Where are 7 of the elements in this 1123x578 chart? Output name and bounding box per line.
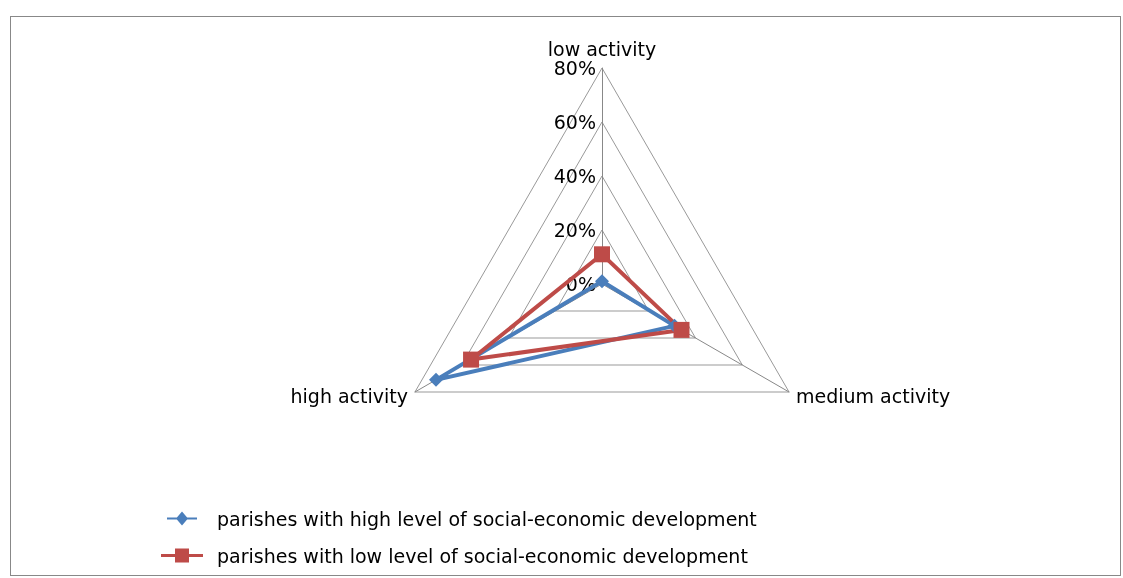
y-tick-label: 20% [553, 219, 596, 241]
y-tick-label: 60% [553, 111, 596, 133]
spoke-label: high activity [290, 385, 409, 407]
legend-label: parishes with low level of social-economic development [217, 544, 748, 567]
y-tick-label: 40% [553, 165, 596, 187]
legend-label: parishes with high level of social-economic development [217, 507, 757, 530]
spoke-label: medium activity [795, 385, 951, 407]
